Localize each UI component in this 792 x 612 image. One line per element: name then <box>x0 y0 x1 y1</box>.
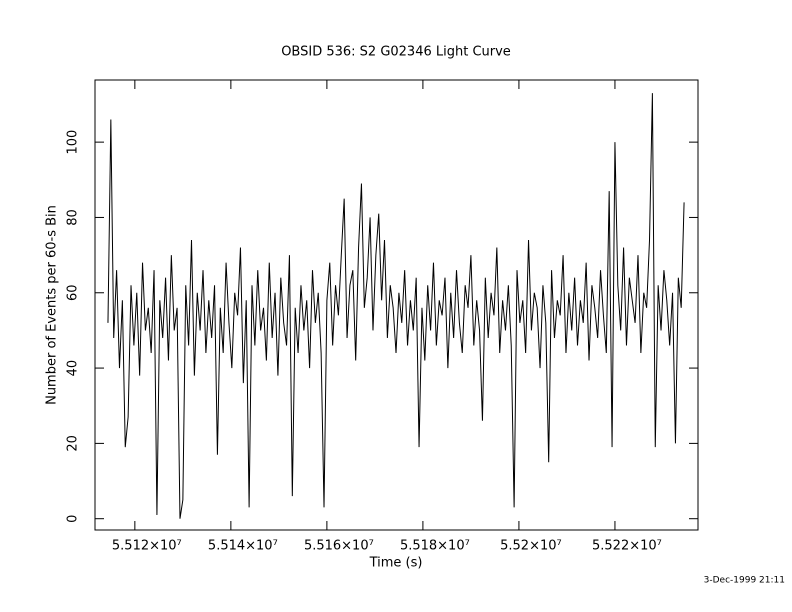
x-tick-label: 5.514×10⁷ <box>208 539 278 554</box>
y-tick-label: 100 <box>66 130 81 155</box>
y-tick-label: 40 <box>66 360 81 377</box>
x-tick-label: 5.522×10⁷ <box>592 539 662 554</box>
light-curve <box>107 93 685 519</box>
y-tick-label: 0 <box>66 515 81 523</box>
footer-timestamp: 3-Dec-1999 21:11 <box>704 576 785 586</box>
x-tick-label: 5.52×10⁷ <box>500 539 562 554</box>
x-tick-label: 5.512×10⁷ <box>112 539 182 554</box>
y-tick-label: 80 <box>66 209 81 226</box>
chart-title: OBSID 536: S2 G02346 Light Curve <box>281 45 511 60</box>
x-tick-label: 5.516×10⁷ <box>304 539 374 554</box>
y-tick-label: 60 <box>66 284 81 301</box>
plot-frame <box>94 79 699 531</box>
x-tick-label: 5.518×10⁷ <box>400 539 470 554</box>
y-tick-label: 20 <box>66 435 81 452</box>
y-axis-label: Number of Events per 60-s Bin <box>45 205 60 405</box>
x-axis-label: Time (s) <box>369 556 423 571</box>
